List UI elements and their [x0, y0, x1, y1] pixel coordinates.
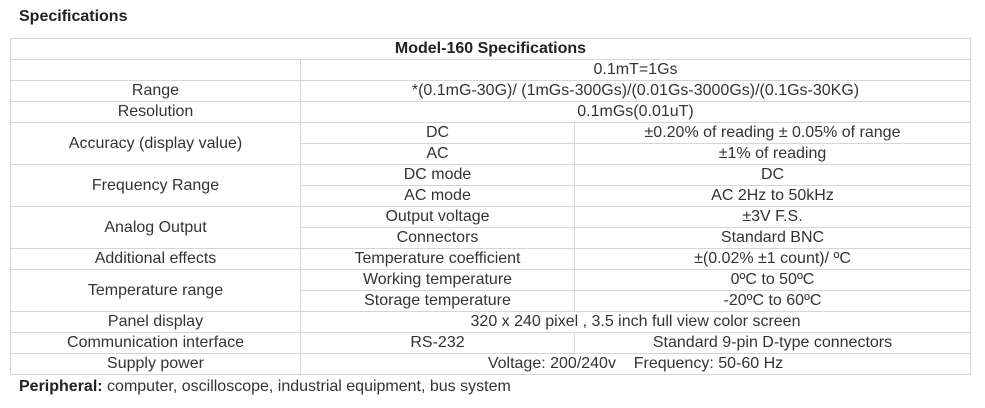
- heading: Specifications: [19, 8, 128, 25]
- cell: DC: [300, 122, 575, 144]
- row: Connectors Standard BNC: [11, 227, 971, 249]
- cell: [10, 59, 301, 81]
- row: Supply power Voltage: 200/240v Frequency:…: [10, 353, 971, 375]
- cell: ±0.20% of reading ± 0.05% of range: [574, 122, 971, 144]
- footer-text: computer, oscilloscope, industrial equip…: [102, 378, 511, 395]
- cell: Supply power: [10, 353, 301, 375]
- cell: Range: [10, 80, 301, 102]
- cell: ±(0.02% ±1 count)/ ºC: [574, 248, 971, 270]
- cell: 320 x 240 pixel , 3.5 inch full view col…: [300, 311, 971, 333]
- cell: Additional effects: [10, 248, 301, 270]
- cell: Frequency Range: [10, 164, 301, 207]
- cell: Temperature range: [10, 269, 301, 312]
- cell: DC: [574, 164, 971, 186]
- cell: 0.1mGs(0.01uT): [300, 101, 971, 123]
- cell: Storage temperature: [300, 290, 575, 312]
- row: Resolution 0.1mGs(0.01uT): [10, 101, 971, 123]
- row: Panel display 320 x 240 pixel , 3.5 inch …: [10, 311, 971, 333]
- cell: Working temperature: [300, 269, 575, 291]
- cell: AC: [300, 143, 575, 165]
- row: Frequency Range DC mode DC: [10, 164, 971, 207]
- cell: *(0.1mG-30G)/ (1mGs-300Gs)/(0.01Gs-3000G…: [300, 80, 971, 102]
- footer: Peripheral: computer, oscilloscope, indu…: [19, 378, 511, 396]
- cell: ±1% of reading: [574, 143, 971, 165]
- cell: AC 2Hz to 50kHz: [574, 185, 971, 207]
- cell: DC mode: [300, 164, 575, 186]
- cell: 0.1mT=1Gs: [300, 59, 971, 81]
- row: Analog Output Output voltage ±3V F.S.: [10, 206, 971, 249]
- cell: Standard BNC: [574, 227, 971, 249]
- row: Temperature range Working temperature 0ºC …: [10, 269, 971, 312]
- cell: Voltage: 200/240v Frequency: 50-60 Hz: [300, 353, 971, 375]
- row: 0.1mT=1Gs: [10, 59, 971, 81]
- cell: Analog Output: [10, 206, 301, 249]
- cell: -20ºC to 60ºC: [574, 290, 971, 312]
- cell: AC mode: [300, 185, 575, 207]
- cell: Connectors: [300, 227, 575, 249]
- cell: Resolution: [10, 101, 301, 123]
- cell: Panel display: [10, 311, 301, 333]
- row: Additional effects Temperature coefficien…: [10, 248, 971, 270]
- cell: Output voltage: [300, 206, 575, 228]
- row: Communication interface RS-232 Standard 9-…: [10, 332, 971, 354]
- row: Model-160 Specifications: [10, 38, 971, 60]
- cell: Communication interface: [10, 332, 301, 354]
- row: Range *(0.1mG-30G)/ (1mGs-300Gs)/(0.01Gs-…: [10, 80, 971, 102]
- cell: Temperature coefficient: [300, 248, 575, 270]
- cell: ±3V F.S.: [574, 206, 971, 228]
- table-title: Model-160 Specifications: [10, 38, 971, 60]
- row: Accuracy (display value) DC ±0.20% of read…: [10, 122, 971, 165]
- spec-table: Model-160 Specifications 0.1mT=1Gs Range…: [10, 38, 971, 375]
- cell: 0ºC to 50ºC: [574, 269, 971, 291]
- cell: Accuracy (display value): [10, 122, 301, 165]
- footer-label: Peripheral:: [19, 378, 103, 395]
- cell: RS-232: [300, 332, 575, 354]
- cell: Standard 9-pin D-type connectors: [574, 332, 971, 354]
